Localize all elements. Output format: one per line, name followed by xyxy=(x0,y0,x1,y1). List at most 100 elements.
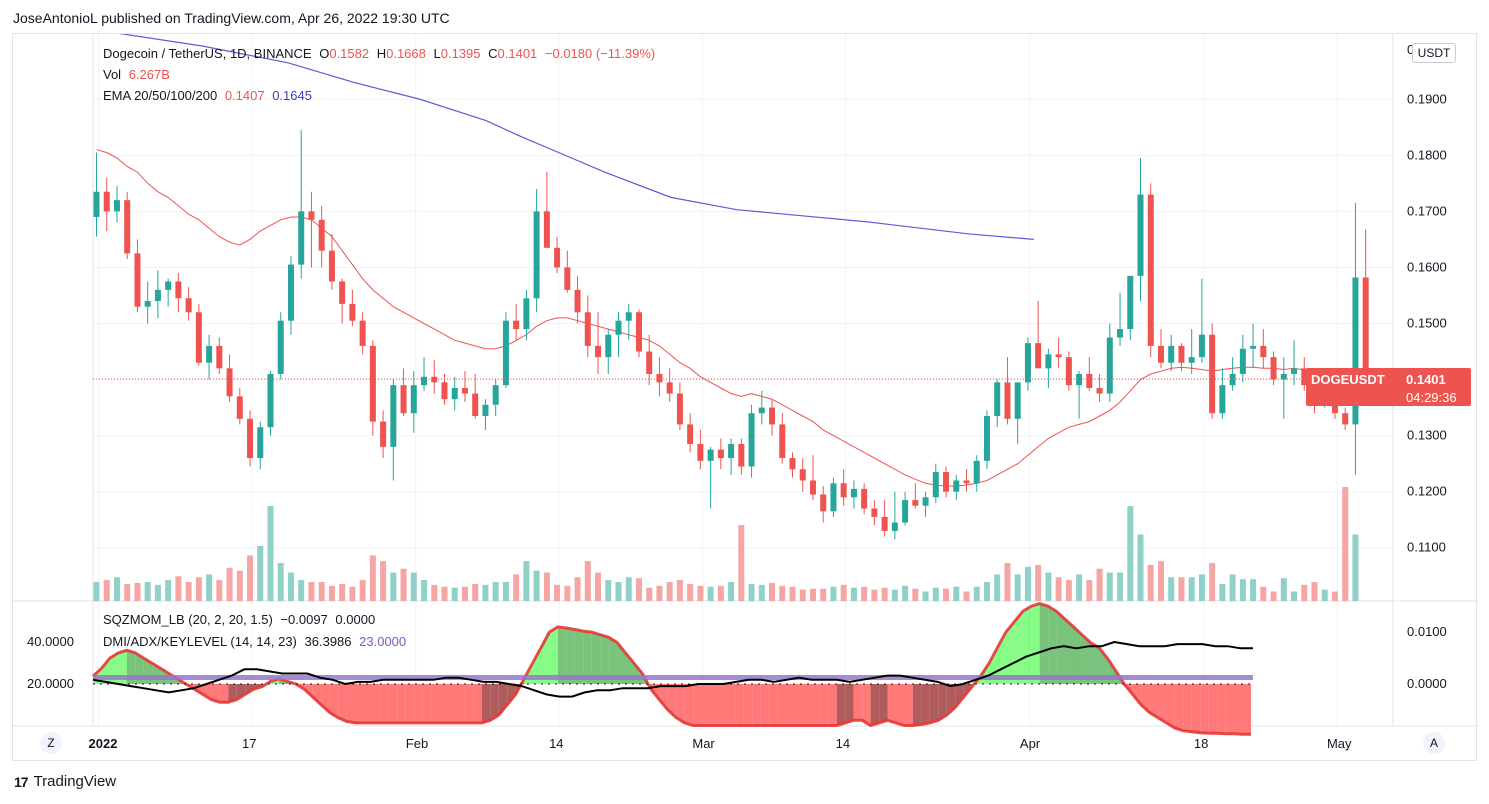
candle-body xyxy=(175,281,182,299)
time-axis-tick: May xyxy=(1327,736,1352,751)
sqz-legend: SQZMOM_LB (20, 2, 20, 1.5) −0.0097 0.000… xyxy=(103,612,379,627)
time-axis-tick: 14 xyxy=(549,736,563,751)
legend-close: C0.1401 xyxy=(488,46,537,61)
volume-bar xyxy=(707,586,714,601)
candle-body xyxy=(461,387,468,394)
price-axis-tick: 0.1100 xyxy=(1407,540,1446,555)
time-axis-tick: 17 xyxy=(242,736,256,751)
candle-body xyxy=(554,247,561,268)
volume-bar xyxy=(339,583,346,601)
legend-low-value: 0.1395 xyxy=(440,46,481,61)
volume-bar xyxy=(247,555,254,601)
candle-body xyxy=(912,500,919,506)
candle-body xyxy=(93,191,100,217)
candle-body xyxy=(339,281,346,304)
tradingview-brand[interactable]: 17 TradingView xyxy=(14,773,116,790)
volume-bar xyxy=(697,585,704,601)
squeeze-momentum-area xyxy=(456,684,465,723)
price-axis-tick: 0.1300 xyxy=(1407,428,1447,443)
squeeze-momentum-area xyxy=(448,684,457,723)
legend-close-value: 0.1401 xyxy=(497,46,538,61)
price-axis-tick: 0.1600 xyxy=(1407,259,1447,274)
squeeze-momentum-area xyxy=(1014,611,1023,684)
volume-bar xyxy=(1321,589,1328,601)
chart-svg[interactable]: 0.11000.12000.13000.14000.15000.16000.17… xyxy=(13,34,1478,762)
candle-body xyxy=(1157,345,1164,363)
squeeze-momentum-area xyxy=(600,634,609,684)
volume-bar xyxy=(1260,586,1267,601)
candle-body xyxy=(287,264,294,321)
candle-body xyxy=(615,320,622,335)
candle-body xyxy=(185,298,192,313)
candle-body xyxy=(543,211,550,248)
squeeze-momentum-area xyxy=(1174,684,1184,731)
squeeze-momentum-area xyxy=(1090,642,1099,684)
candle-body xyxy=(738,444,745,467)
price-axis-tick: 0.1700 xyxy=(1407,203,1447,218)
volume-bar xyxy=(287,572,294,601)
squeeze-momentum-area xyxy=(422,684,432,723)
candle-body xyxy=(625,312,632,321)
volume-bar xyxy=(1086,580,1093,601)
volume-bar xyxy=(513,574,520,601)
candle-body xyxy=(809,480,816,495)
dmi-legend: DMI/ADX/KEYLEVEL (14, 14, 23) 36.3986 23… xyxy=(103,634,410,649)
volume-bar xyxy=(943,588,950,601)
volume-bar xyxy=(1229,574,1236,601)
auto-scale-button[interactable]: A xyxy=(1423,732,1445,754)
squeeze-momentum-area xyxy=(710,684,719,726)
ohlc-legend: Dogecoin / TetherUS, 1D, BINANCE O0.1582… xyxy=(103,46,659,61)
squeeze-momentum-area xyxy=(1217,684,1226,734)
candle-body xyxy=(165,281,172,290)
dmi-axis-tick: 40.0000 xyxy=(27,634,74,649)
volume-bar xyxy=(687,583,694,601)
volume-bar xyxy=(1270,591,1277,601)
squeeze-momentum-area xyxy=(676,684,685,723)
volume-bar xyxy=(1219,583,1226,601)
volume-bar xyxy=(983,582,990,601)
volume-bar xyxy=(1352,534,1359,601)
candle-body xyxy=(1004,382,1011,419)
legend-symbol: Dogecoin / TetherUS, 1D, BINANCE xyxy=(103,46,312,61)
candle-body xyxy=(472,393,479,416)
candle-body xyxy=(1055,354,1062,358)
volume-bar xyxy=(369,555,376,601)
candle-body xyxy=(820,494,827,512)
vol-legend: Vol 6.267B xyxy=(103,67,174,82)
volume-bar xyxy=(523,561,530,601)
candle-body xyxy=(206,345,213,363)
squeeze-momentum-area xyxy=(1158,684,1167,723)
candle-body xyxy=(717,449,724,459)
volume-bar xyxy=(656,585,663,601)
candle-body xyxy=(830,483,837,512)
volume-bar xyxy=(994,574,1001,601)
legend-high: H0.1668 xyxy=(377,46,426,61)
volume-bar xyxy=(922,591,929,601)
squeeze-momentum-area xyxy=(1225,684,1235,734)
candle-body xyxy=(236,396,243,419)
squeeze-momentum-area xyxy=(726,684,736,726)
squeeze-momentum-area xyxy=(473,684,482,723)
log-scale-button[interactable]: Z xyxy=(40,732,62,754)
squeeze-momentum-area xyxy=(895,684,905,726)
volume-bar xyxy=(1178,577,1185,601)
volume-bar xyxy=(625,577,632,601)
volume-bar xyxy=(390,572,397,601)
squeeze-momentum-area xyxy=(219,684,229,703)
currency-badge[interactable]: USDT xyxy=(1412,43,1456,63)
squeeze-momentum-area xyxy=(228,684,237,703)
squeeze-momentum-outline xyxy=(91,602,1251,736)
volume-bar xyxy=(113,577,120,601)
candle-body xyxy=(953,480,960,492)
candle-body xyxy=(861,488,868,509)
time-axis-tick: 2022 xyxy=(89,736,118,751)
candle-body xyxy=(584,312,591,346)
squeeze-momentum-area xyxy=(786,684,795,726)
squeeze-momentum-area xyxy=(431,684,440,723)
volume-bar xyxy=(1301,584,1308,601)
candle-body xyxy=(400,385,407,414)
volume-bar xyxy=(584,561,591,601)
squeeze-momentum-area xyxy=(1166,684,1175,729)
candle-body xyxy=(349,303,356,321)
candle-body xyxy=(1137,194,1144,276)
